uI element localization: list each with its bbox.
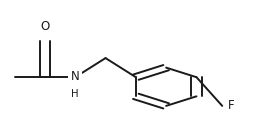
Text: F: F [228, 99, 235, 112]
Text: H: H [71, 89, 79, 99]
Text: O: O [40, 20, 50, 34]
Text: N: N [71, 70, 80, 83]
